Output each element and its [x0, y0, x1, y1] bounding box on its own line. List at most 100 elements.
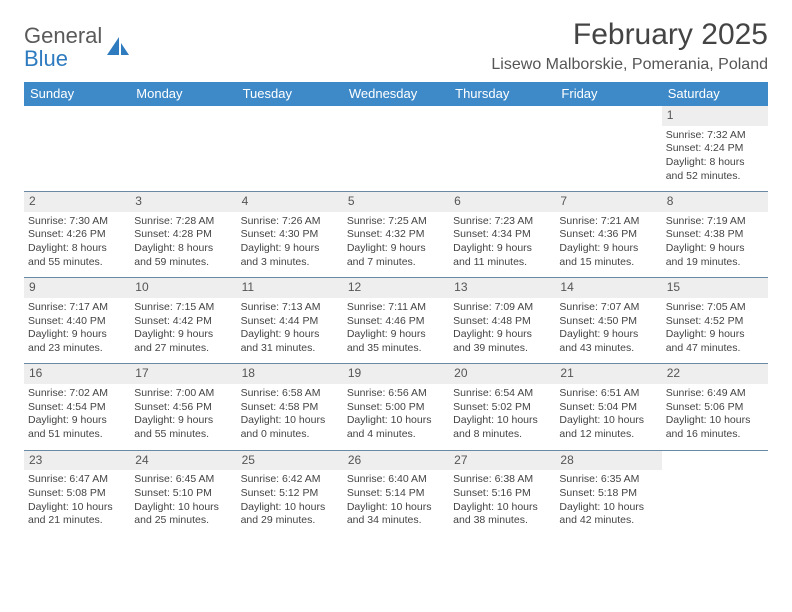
day-number: 20: [449, 364, 555, 384]
day-number: 13: [449, 278, 555, 298]
daylight1-text: Daylight: 10 hours: [666, 414, 764, 428]
weekday-tuesday: Tuesday: [237, 82, 343, 106]
day-cell: 12Sunrise: 7:11 AMSunset: 4:46 PMDayligh…: [343, 278, 449, 363]
daylight1-text: Daylight: 10 hours: [347, 414, 445, 428]
daylight2-text: and 4 minutes.: [347, 428, 445, 442]
day-cell: 25Sunrise: 6:42 AMSunset: 5:12 PMDayligh…: [237, 451, 343, 536]
daylight2-text: and 52 minutes.: [666, 170, 764, 184]
empty-cell: .: [662, 451, 768, 536]
empty-cell: .: [449, 106, 555, 191]
header: General Blue February 2025 Lisewo Malbor…: [24, 18, 768, 74]
day-cell: 27Sunrise: 6:38 AMSunset: 5:16 PMDayligh…: [449, 451, 555, 536]
day-number: 8: [662, 192, 768, 212]
daylight2-text: and 27 minutes.: [134, 342, 232, 356]
day-cell: 7Sunrise: 7:21 AMSunset: 4:36 PMDaylight…: [555, 192, 661, 277]
day-cell: 23 Sunrise: 6:47 AMSunset: 5:08 PMDayligh…: [24, 451, 130, 536]
daylight1-text: Daylight: 9 hours: [666, 242, 764, 256]
daylight1-text: Daylight: 9 hours: [241, 242, 339, 256]
weekday-wednesday: Wednesday: [343, 82, 449, 106]
daylight2-text: and 0 minutes.: [241, 428, 339, 442]
daylight2-text: and 8 minutes.: [453, 428, 551, 442]
day-number: 19: [343, 364, 449, 384]
sunset-text: Sunset: 4:48 PM: [453, 315, 551, 329]
sunrise-text: Sunrise: 7:00 AM: [134, 387, 232, 401]
logo-sail-icon: [105, 35, 131, 59]
sunrise-text: Sunrise: 7:30 AM: [28, 215, 126, 229]
daylight1-text: Daylight: 8 hours: [666, 156, 764, 170]
day-number: 4: [237, 192, 343, 212]
day-cell: 28Sunrise: 6:35 AMSunset: 5:18 PMDayligh…: [555, 451, 661, 536]
sunset-text: Sunset: 4:56 PM: [134, 401, 232, 415]
day-cell: 20Sunrise: 6:54 AMSunset: 5:02 PMDayligh…: [449, 364, 555, 449]
daylight2-text: and 47 minutes.: [666, 342, 764, 356]
daylight1-text: Daylight: 9 hours: [28, 328, 126, 342]
daylight1-text: Daylight: 9 hours: [134, 414, 232, 428]
day-cell: 4Sunrise: 7:26 AMSunset: 4:30 PMDaylight…: [237, 192, 343, 277]
sunset-text: Sunset: 4:46 PM: [347, 315, 445, 329]
day-number: 6: [449, 192, 555, 212]
sunset-text: Sunset: 5:12 PM: [241, 487, 339, 501]
sunrise-text: Sunrise: 7:05 AM: [666, 301, 764, 315]
day-number: 18: [237, 364, 343, 384]
weekday-friday: Friday: [555, 82, 661, 106]
day-cell: 1Sunrise: 7:32 AMSunset: 4:24 PMDaylight…: [662, 106, 768, 191]
calendar-page: General Blue February 2025 Lisewo Malbor…: [0, 0, 792, 536]
sunset-text: Sunset: 4:44 PM: [241, 315, 339, 329]
daylight2-text: and 38 minutes.: [453, 514, 551, 528]
day-number: 22: [662, 364, 768, 384]
sunrise-text: Sunrise: 7:17 AM: [28, 301, 126, 315]
daylight2-text: and 11 minutes.: [453, 256, 551, 270]
daylight2-text: and 23 minutes.: [28, 342, 126, 356]
sunrise-text: Sunrise: 6:47 AM: [28, 473, 126, 487]
day-cell: 19Sunrise: 6:56 AMSunset: 5:00 PMDayligh…: [343, 364, 449, 449]
daylight1-text: Daylight: 9 hours: [347, 328, 445, 342]
daylight2-text: and 35 minutes.: [347, 342, 445, 356]
week-row: ......1Sunrise: 7:32 AMSunset: 4:24 PMDa…: [24, 106, 768, 192]
daylight2-text: and 59 minutes.: [134, 256, 232, 270]
logo-line1: General: [24, 23, 102, 48]
day-number: 9: [24, 278, 130, 298]
day-cell: 10Sunrise: 7:15 AMSunset: 4:42 PMDayligh…: [130, 278, 236, 363]
sunset-text: Sunset: 4:28 PM: [134, 228, 232, 242]
daylight1-text: Daylight: 9 hours: [241, 328, 339, 342]
day-number: 11: [237, 278, 343, 298]
day-number: 17: [130, 364, 236, 384]
daylight1-text: Daylight: 10 hours: [347, 501, 445, 515]
day-cell: 16Sunrise: 7:02 AMSunset: 4:54 PMDayligh…: [24, 364, 130, 449]
day-number: 1: [662, 106, 768, 126]
daylight1-text: Daylight: 10 hours: [28, 501, 126, 515]
sunrise-text: Sunrise: 7:13 AM: [241, 301, 339, 315]
sunrise-text: Sunrise: 6:56 AM: [347, 387, 445, 401]
logo: General Blue: [24, 24, 131, 70]
daylight1-text: Daylight: 9 hours: [559, 328, 657, 342]
weeks-container: ......1Sunrise: 7:32 AMSunset: 4:24 PMDa…: [24, 106, 768, 536]
weekday-monday: Monday: [130, 82, 236, 106]
day-number: 23: [24, 451, 130, 471]
daylight1-text: Daylight: 9 hours: [28, 414, 126, 428]
sunset-text: Sunset: 4:38 PM: [666, 228, 764, 242]
day-cell: 11 Sunrise: 7:13 AMSunset: 4:44 PMDayligh…: [237, 278, 343, 363]
sunset-text: Sunset: 4:26 PM: [28, 228, 126, 242]
sunrise-text: Sunrise: 7:25 AM: [347, 215, 445, 229]
sunset-text: Sunset: 5:08 PM: [28, 487, 126, 501]
weekday-saturday: Saturday: [662, 82, 768, 106]
daylight2-text: and 39 minutes.: [453, 342, 551, 356]
empty-cell: .: [130, 106, 236, 191]
daylight1-text: Daylight: 8 hours: [28, 242, 126, 256]
sunrise-text: Sunrise: 6:42 AM: [241, 473, 339, 487]
sunset-text: Sunset: 4:32 PM: [347, 228, 445, 242]
weekday-header-row: Sunday Monday Tuesday Wednesday Thursday…: [24, 82, 768, 106]
empty-cell: .: [343, 106, 449, 191]
sunrise-text: Sunrise: 7:07 AM: [559, 301, 657, 315]
sunset-text: Sunset: 5:14 PM: [347, 487, 445, 501]
day-number: 10: [130, 278, 236, 298]
daylight1-text: Daylight: 10 hours: [241, 414, 339, 428]
sunset-text: Sunset: 5:02 PM: [453, 401, 551, 415]
sunset-text: Sunset: 4:58 PM: [241, 401, 339, 415]
day-number: 26: [343, 451, 449, 471]
day-cell: 8Sunrise: 7:19 AMSunset: 4:38 PMDaylight…: [662, 192, 768, 277]
day-number: 2: [24, 192, 130, 212]
sunset-text: Sunset: 4:34 PM: [453, 228, 551, 242]
day-cell: 3Sunrise: 7:28 AMSunset: 4:28 PMDaylight…: [130, 192, 236, 277]
day-number: 15: [662, 278, 768, 298]
